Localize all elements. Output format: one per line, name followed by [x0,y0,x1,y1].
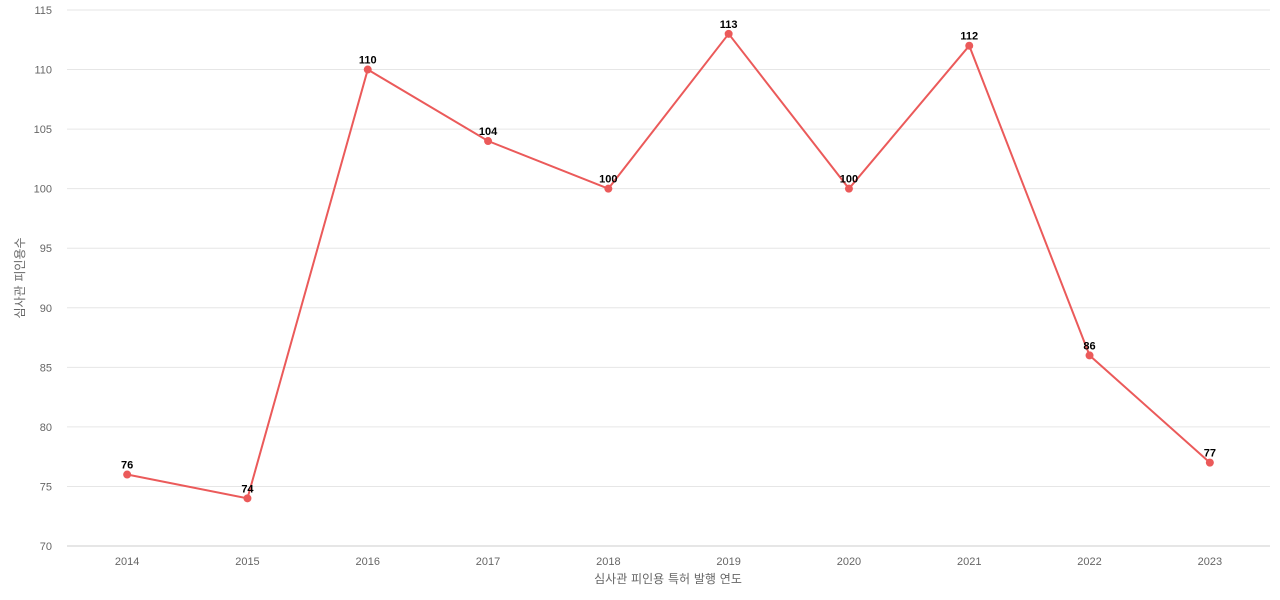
y-tick-label: 80 [40,422,52,434]
series [123,29,1214,503]
x-tick-label: 2019 [716,556,740,568]
series-line [126,32,1211,500]
y-tick-label: 115 [34,5,52,17]
y-tick-label: 70 [40,541,52,553]
y-tick-label: 110 [34,65,52,77]
data-label: 100 [599,174,617,186]
y-tick-label: 95 [40,243,52,255]
x-tick-label: 2015 [235,556,259,568]
x-tick-label: 2018 [596,556,620,568]
y-tick-label: 75 [40,481,52,493]
y-tick-label: 100 [34,184,52,196]
data-point [363,65,372,74]
data-label: 110 [359,55,377,67]
x-tick-label: 2020 [837,556,861,568]
data-point [844,184,853,193]
data-label: 74 [241,483,254,495]
x-tick-label: 2021 [957,556,981,568]
data-label: 112 [960,31,978,43]
data-label: 104 [479,126,498,138]
gridlines [67,9,1270,547]
data-point [123,470,132,479]
data-label: 86 [1083,340,1095,352]
data-labels: 76 74 110 104 100 113 100 112 86 77 [121,19,1216,496]
y-axis-ticks: 70 75 80 85 90 95 100 105 110 115 [34,5,52,553]
data-point [724,29,733,38]
data-label: 113 [720,19,738,31]
x-tick-label: 2014 [115,556,139,568]
y-tick-label: 90 [40,303,52,315]
data-point [604,184,613,193]
y-axis-title: 심사관 피인용수 [13,237,27,318]
x-axis-title: 심사관 피인용 특허 발행 연도 [594,571,742,586]
y-tick-label: 105 [34,124,52,136]
x-tick-label: 2017 [476,556,500,568]
data-point [965,41,974,50]
data-label: 77 [1204,448,1216,460]
data-label: 100 [840,174,858,186]
data-point [243,494,252,503]
x-tick-label: 2023 [1198,556,1222,568]
x-tick-label: 2016 [356,556,380,568]
data-label: 76 [121,460,133,472]
data-point [1205,458,1214,467]
data-point [484,137,493,146]
x-tick-label: 2022 [1077,556,1101,568]
data-point [1085,351,1094,360]
y-tick-label: 85 [40,362,52,374]
x-axis-ticks: 2014 2015 2016 2017 2018 2019 2020 2021 2022 2023 [115,556,1222,568]
